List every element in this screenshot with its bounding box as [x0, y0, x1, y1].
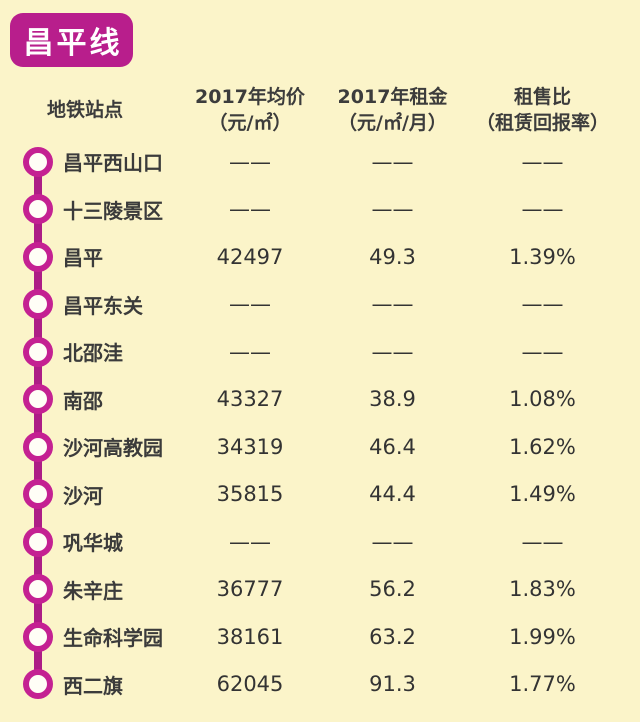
ratio-value: —— — [521, 292, 564, 317]
header-price: 2017年均价 （元/㎡） — [195, 86, 305, 134]
price-value: —— — [229, 149, 271, 174]
price-value: —— — [229, 339, 271, 364]
table-row: 西二旗 62045 91.3 1.77% — [0, 661, 630, 709]
rent-value: 56.2 — [369, 577, 416, 602]
table-row: 北邵洼 —— —— —— — [0, 328, 630, 376]
table-row: 朱辛庄 36777 56.2 1.83% — [0, 566, 630, 614]
price-value: 42497 — [216, 244, 284, 269]
rent-value: —— — [371, 149, 414, 174]
station-name: 沙河高教园 — [63, 436, 163, 461]
price-value: —— — [229, 197, 271, 222]
ratio-value: 1.77% — [509, 672, 576, 697]
station-dot-icon — [23, 241, 53, 272]
table-row: 昌平西山口 —— —— —— — [0, 138, 630, 186]
ratio-value: 1.49% — [509, 482, 576, 507]
station-table: 昌平西山口 —— —— —— 十三陵景区 —— —— —— 昌平 42497 4… — [0, 138, 630, 708]
station-dot-icon — [23, 526, 53, 557]
header-ratio: 租售比 （租赁回报率） — [475, 86, 609, 134]
price-value: 62045 — [216, 672, 284, 697]
rent-value: 49.3 — [369, 244, 416, 269]
rent-value: 91.3 — [369, 672, 416, 697]
station-dot-icon — [23, 289, 53, 320]
rent-value: —— — [371, 339, 414, 364]
price-value: 43327 — [216, 387, 284, 412]
price-value: —— — [229, 292, 271, 317]
station-dot-icon — [23, 431, 53, 462]
station-name: 昌平西山口 — [63, 151, 163, 176]
station-name: 生命科学园 — [63, 626, 163, 651]
ratio-value: 1.39% — [509, 244, 576, 269]
station-name: 北邵洼 — [63, 341, 123, 366]
station-dot-icon — [23, 384, 53, 415]
station-dot-icon — [23, 146, 53, 177]
station-name: 西二旗 — [63, 673, 123, 698]
station-dot-icon — [23, 479, 53, 510]
subway-route-line — [34, 161, 42, 685]
table-row: 沙河高教园 34319 46.4 1.62% — [0, 423, 630, 471]
station-dot-icon — [23, 669, 53, 700]
station-name: 沙河 — [63, 483, 103, 508]
price-value: 36777 — [216, 577, 284, 602]
table-row: 昌平 42497 49.3 1.39% — [0, 233, 630, 281]
price-value: —— — [229, 529, 271, 554]
ratio-value: 1.08% — [509, 387, 576, 412]
ratio-value: —— — [521, 197, 564, 222]
table-row: 南邵 43327 38.9 1.08% — [0, 376, 630, 424]
station-name: 昌平东关 — [63, 293, 143, 318]
rent-value: —— — [371, 292, 414, 317]
rent-value: 46.4 — [369, 434, 416, 459]
table-row: 昌平东关 —— —— —— — [0, 281, 630, 329]
header-station: 地铁站点 — [46, 99, 123, 121]
ratio-value: —— — [521, 339, 564, 364]
station-dot-icon — [23, 621, 53, 652]
rent-value: 63.2 — [369, 624, 416, 649]
rent-value: 44.4 — [369, 482, 416, 507]
ratio-value: —— — [521, 529, 564, 554]
table-row: 沙河 35815 44.4 1.49% — [0, 471, 630, 519]
price-value: 34319 — [216, 434, 284, 459]
table-row: 生命科学园 38161 63.2 1.99% — [0, 613, 630, 661]
ratio-value: 1.62% — [509, 434, 576, 459]
table-row: 十三陵景区 —— —— —— — [0, 186, 630, 234]
ratio-value: 1.99% — [509, 624, 576, 649]
station-name: 南邵 — [63, 388, 103, 413]
table-header: 地铁站点 2017年均价 （元/㎡） 2017年租金 （元/㎡/月） 租售比 （… — [0, 82, 630, 138]
station-name: 十三陵景区 — [63, 198, 163, 223]
table-row: 巩华城 —— —— —— — [0, 518, 630, 566]
station-name: 朱辛庄 — [63, 578, 123, 603]
price-value: 38161 — [216, 624, 284, 649]
rent-value: 38.9 — [369, 387, 416, 412]
ratio-value: 1.83% — [509, 577, 576, 602]
line-badge-label: 昌平线 — [23, 26, 123, 61]
station-dot-icon — [23, 194, 53, 225]
station-name: 昌平 — [63, 246, 103, 271]
header-rent: 2017年租金 （元/㎡/月） — [337, 86, 448, 134]
ratio-value: —— — [521, 149, 564, 174]
station-dot-icon — [23, 336, 53, 367]
price-value: 35815 — [216, 482, 284, 507]
rent-value: —— — [371, 197, 414, 222]
line-badge: 昌平线 — [10, 13, 133, 67]
station-name: 巩华城 — [63, 531, 123, 556]
station-dot-icon — [23, 574, 53, 605]
rent-value: —— — [371, 529, 414, 554]
